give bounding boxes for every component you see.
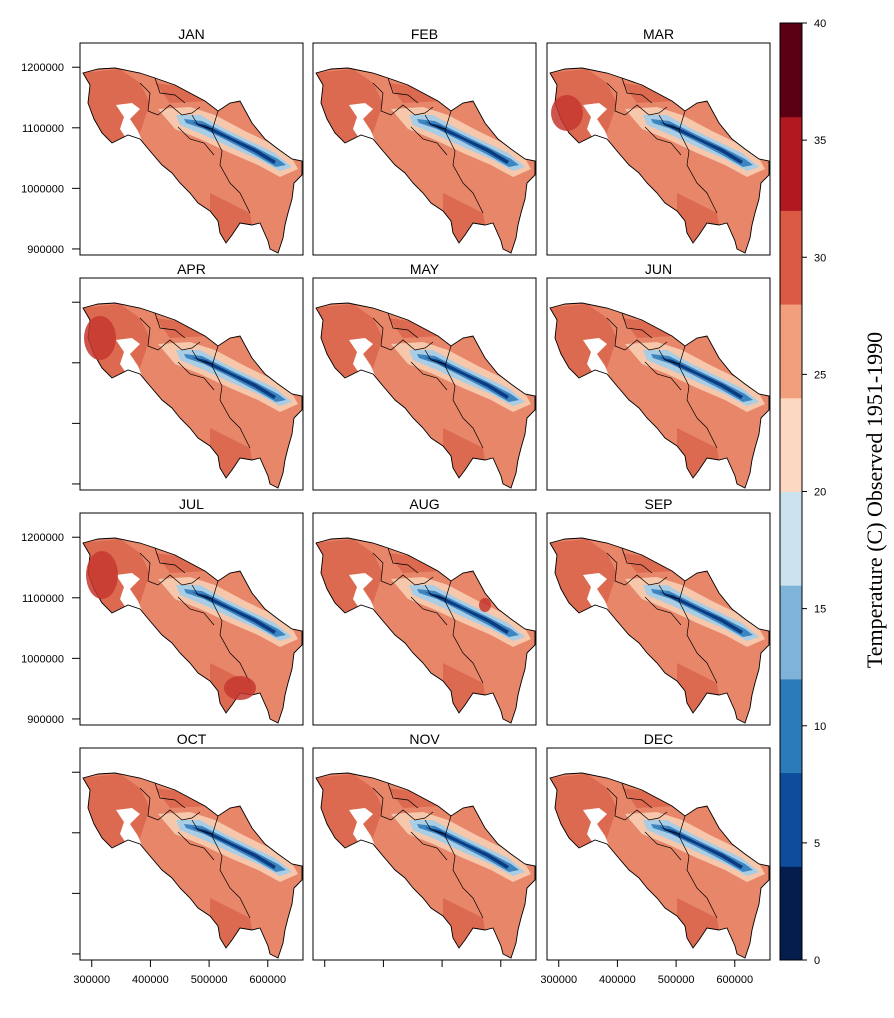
panel-title-jan: JAN: [178, 26, 204, 42]
x-tick-label: 400000: [599, 974, 636, 986]
map-panel-may: MAY: [303, 261, 563, 508]
y-tick-label: 1100000: [22, 123, 64, 135]
axes: 1200000 1100000 1000000 900000 1200000 110000…: [21, 62, 753, 986]
x-tick-label: 400000: [132, 974, 169, 986]
y-tick-label: 1200000: [21, 532, 64, 544]
colorbar-segment: [780, 491, 802, 586]
colorbar-tick-label: 35: [814, 135, 826, 147]
map-panel-oct: OCT: [70, 731, 330, 978]
colorbar: 0 5 10 15 20 25 30 35 40: [779, 18, 826, 967]
x-tick-label: 500000: [658, 974, 695, 986]
y-tick-label: 900000: [27, 714, 64, 726]
panel-title-sep: SEP: [644, 496, 672, 512]
colorbar-tick-label: 10: [814, 721, 826, 733]
panel-title-aug: AUG: [409, 496, 439, 512]
panel-title-mar: MAR: [643, 26, 674, 42]
colorbar-segment: [780, 116, 802, 211]
colorbar-tick-label: 5: [814, 838, 820, 850]
panel-title-oct: OCT: [177, 731, 207, 747]
colorbar-segment: [780, 585, 802, 680]
map-panel-jul: JUL: [70, 496, 330, 743]
y-tick-label: 1000000: [21, 183, 64, 195]
panel-title-jul: JUL: [179, 496, 204, 512]
colorbar-tick-label: 20: [814, 487, 826, 499]
x-tick-label: 500000: [191, 974, 228, 986]
panel-title-apr: APR: [177, 261, 206, 277]
map-panel-mar: MAR: [537, 26, 797, 273]
panel-title-dec: DEC: [644, 731, 674, 747]
colorbar-segment: [780, 397, 802, 492]
colorbar-tick-label: 30: [814, 252, 826, 264]
colorbar-segment: [780, 678, 802, 774]
map-panel-apr: APR: [70, 261, 330, 508]
map-panel-sep: SEP: [537, 496, 797, 743]
y-tick-label: 1200000: [21, 62, 64, 74]
map-panel-dec: DEC: [537, 731, 797, 978]
y-tick-label: 1000000: [21, 653, 64, 665]
colorbar-segment: [780, 866, 802, 961]
map-panel-jun: JUN: [537, 261, 797, 508]
map-panel-jan: JAN: [70, 26, 330, 273]
y-tick-label: 1100000: [22, 593, 64, 605]
colorbar-segment: [780, 304, 802, 399]
panel-title-nov: NOV: [409, 731, 440, 747]
map-panel-nov: NOV: [303, 731, 563, 978]
x-tick-label: 600000: [249, 974, 286, 986]
colorbar-title: Temperature (C) Observed 1951-1990: [862, 332, 887, 668]
x-tick-label: 300000: [540, 974, 577, 986]
y-tick-label: 900000: [27, 244, 64, 256]
colorbar-tick-label: 15: [814, 604, 826, 616]
map-panel-aug: AUG: [303, 496, 563, 743]
map-panel-feb: FEB: [303, 26, 563, 273]
x-tick-label: 600000: [716, 974, 753, 986]
x-tick-label: 300000: [73, 974, 110, 986]
panel-title-may: MAY: [410, 261, 440, 277]
colorbar-tick-label: 25: [814, 369, 826, 381]
colorbar-segment: [780, 210, 802, 305]
map-panels: JAN FEB MAR APR MAY JUN JUL AUG SEP OCT NOV DEC: [70, 26, 797, 978]
colorbar-segment: [780, 23, 802, 118]
colorbar-tick-label: 0: [814, 955, 820, 967]
panel-title-feb: FEB: [411, 26, 438, 42]
colorbar-tick-label: 40: [814, 18, 826, 30]
panel-title-jun: JUN: [645, 261, 672, 277]
colorbar-segment: [780, 772, 802, 867]
